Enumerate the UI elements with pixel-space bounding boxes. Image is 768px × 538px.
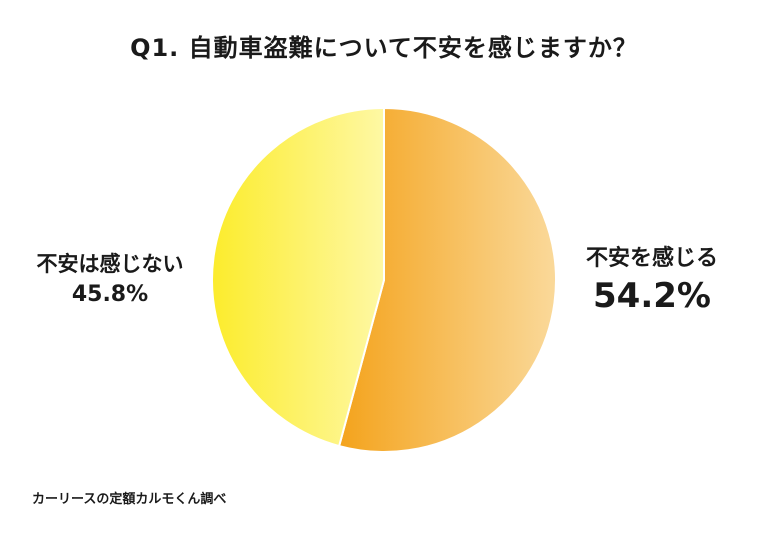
source-note: カーリースの定額カルモくん調べ <box>32 492 227 507</box>
slice-label-anxious: 不安を感じる 54.2% <box>562 240 742 316</box>
slice-name-not-anxious: 不安は感じない <box>36 252 184 276</box>
slice-label-not-anxious: 不安は感じない 45.8% <box>20 248 200 307</box>
chart-title: Q1. 自動車盗難について不安を感じますか？ <box>130 34 638 62</box>
slice-value-not-anxious: 45.8% <box>71 282 149 307</box>
pie-slice-anxious <box>337 106 557 453</box>
slice-name-anxious: 不安を感じる <box>585 246 718 271</box>
pie-slice-not-anxious <box>211 106 385 448</box>
slice-value-anxious: 54.2% <box>593 276 711 316</box>
